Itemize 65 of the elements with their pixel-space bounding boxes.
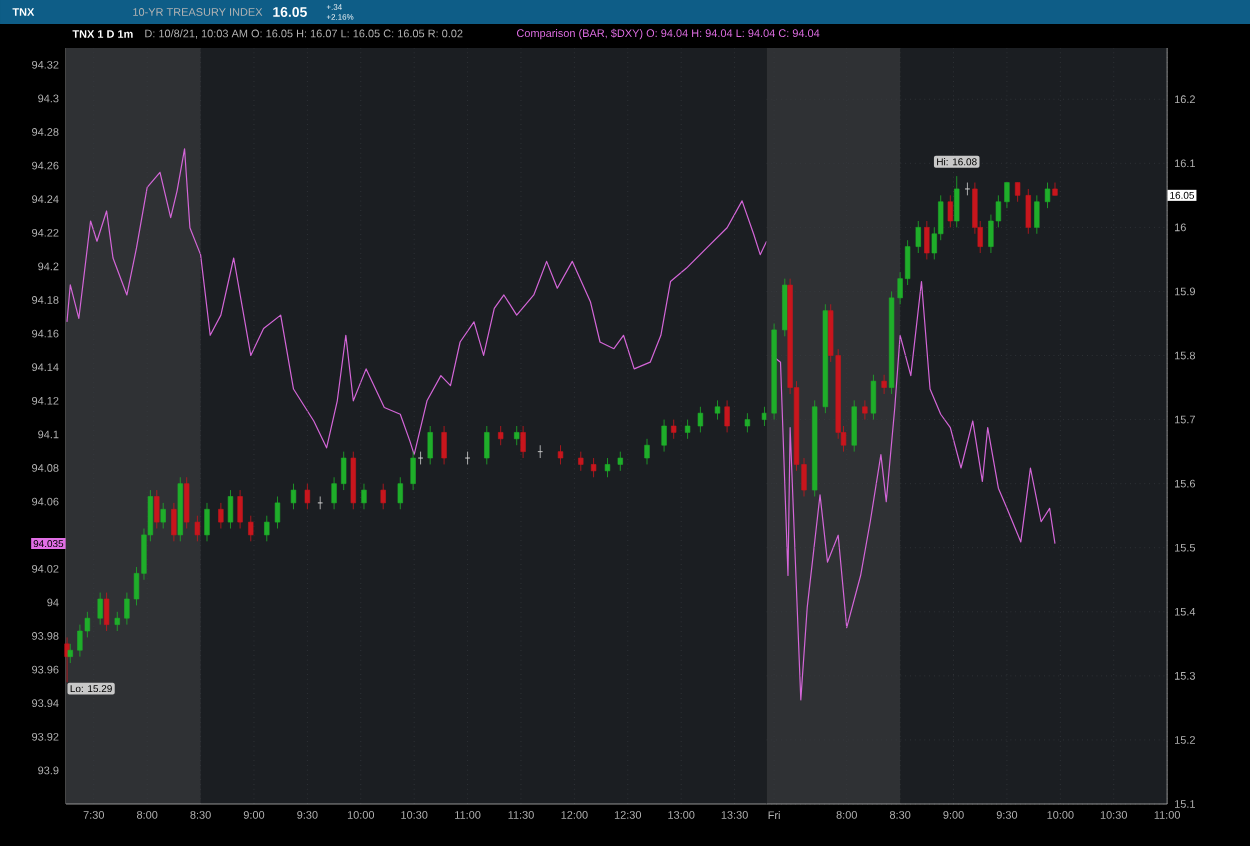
candlestick <box>154 489 160 529</box>
candlestick <box>498 425 504 446</box>
candlestick <box>484 425 490 465</box>
candlestick <box>782 278 788 337</box>
candlestick <box>114 611 120 632</box>
candlestick <box>417 451 424 465</box>
candlestick <box>331 476 337 510</box>
candlestick <box>184 476 190 529</box>
candlestick <box>954 175 960 228</box>
candlestick <box>1034 194 1040 235</box>
candlestick <box>290 483 297 510</box>
candlestick <box>744 412 751 433</box>
candlestick <box>671 419 677 440</box>
candlestick <box>441 425 447 465</box>
candlestick <box>194 515 201 542</box>
candlestick <box>520 425 526 459</box>
candlestick <box>684 419 691 440</box>
candlestick <box>171 502 177 542</box>
candlestick <box>248 515 254 542</box>
candlestick <box>124 592 130 626</box>
candlestick <box>160 502 166 529</box>
candlestick <box>604 457 611 478</box>
candlestick <box>557 444 564 465</box>
candlestick <box>350 451 356 510</box>
candlestick <box>1044 182 1051 209</box>
candlestick <box>947 194 953 228</box>
candlestick <box>97 592 103 626</box>
candlestick <box>761 406 768 427</box>
candlestick <box>851 399 857 453</box>
candlestick <box>915 220 921 254</box>
candlestick <box>341 451 347 491</box>
candlestick <box>361 483 367 510</box>
candlestick <box>870 374 877 420</box>
candlestick <box>204 502 210 542</box>
candlestick <box>77 624 83 658</box>
candlestick <box>924 220 930 260</box>
candlestick <box>578 451 584 472</box>
candlestick <box>644 438 650 465</box>
candlestick <box>103 592 110 632</box>
candlestick <box>464 451 471 465</box>
candlestick <box>617 451 623 472</box>
candlestick <box>227 489 234 529</box>
candlestick <box>427 425 433 465</box>
line-series <box>66 148 768 456</box>
candlestick <box>1052 182 1058 196</box>
candlestick <box>862 399 868 420</box>
candlestick <box>410 451 416 491</box>
candlestick <box>964 182 971 196</box>
candlestick <box>590 457 597 478</box>
candlestick <box>1014 182 1021 203</box>
candlestick <box>724 399 730 433</box>
candlestick <box>1025 188 1031 235</box>
candlestick <box>397 476 403 510</box>
candlestick <box>218 502 224 529</box>
candlestick <box>881 374 887 395</box>
candlestick <box>714 399 721 420</box>
candlestick <box>274 496 281 529</box>
candlestick <box>514 425 520 446</box>
candlestick <box>661 419 667 453</box>
candlestick <box>237 489 243 529</box>
candlestick <box>317 496 323 510</box>
candlestick <box>304 483 311 510</box>
candlestick <box>380 483 386 510</box>
candlestick <box>264 515 270 542</box>
candlestick <box>697 406 704 433</box>
